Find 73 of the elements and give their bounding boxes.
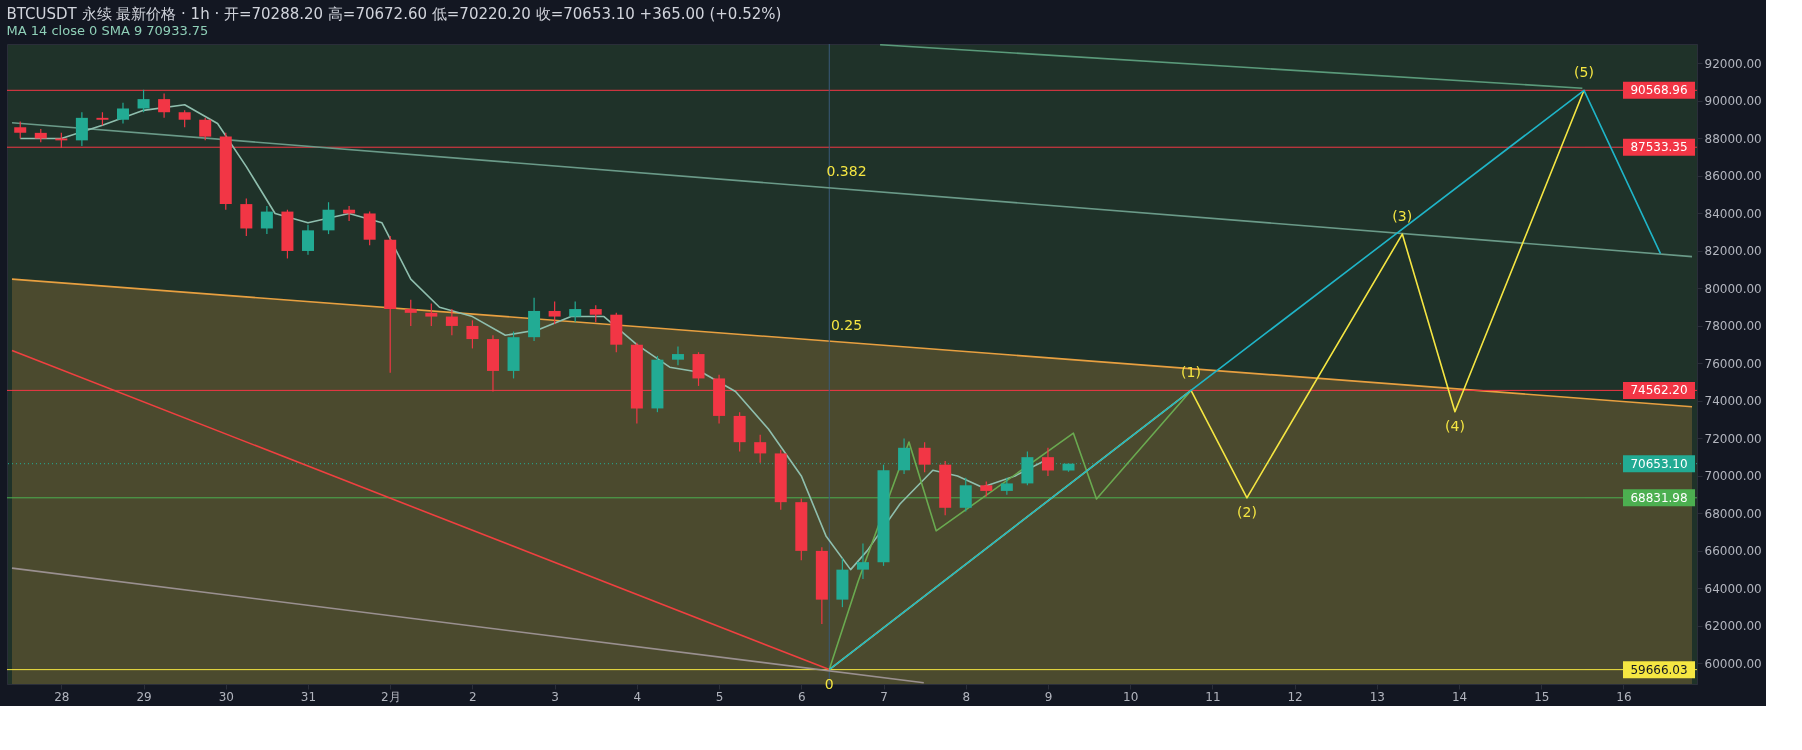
x-tick-label: 4 — [633, 689, 642, 704]
y-tick-label: 72000.00 — [1704, 431, 1762, 446]
x-tick-label: 12 — [1287, 689, 1303, 704]
x-tick-label: 3 — [551, 689, 559, 704]
y-tick-label: 84000.00 — [1704, 206, 1762, 221]
ref-line-label: 70653.10 — [1630, 456, 1688, 471]
x-tick-label: 7 — [880, 689, 888, 704]
candlestick — [671, 345, 684, 366]
x-tick-label: 2 — [469, 689, 477, 704]
chart-title: BTCUSDT 永续 最新价格 · 1h · 开=70288.20 高=70672.60 低=70220.20 收=70653.10 +365.00 (+0.52%) — [6, 4, 782, 23]
x-tick-label: 5 — [715, 689, 724, 704]
x-tick-label: 28 — [54, 689, 70, 704]
annotation: 0 — [824, 675, 834, 692]
x-tick-label: 30 — [218, 689, 234, 704]
annotation: (4) — [1445, 417, 1465, 434]
annotation: (3) — [1392, 208, 1413, 225]
candlestick — [322, 201, 335, 235]
candlestick — [301, 224, 314, 256]
x-tick-label: 31 — [300, 689, 317, 704]
y-tick-label: 92000.00 — [1704, 57, 1762, 71]
candlestick — [466, 319, 479, 350]
candlestick — [137, 89, 150, 113]
ref-line-label: 59666.03 — [1630, 662, 1688, 677]
candlestick — [199, 117, 212, 141]
x-tick-label: 10 — [1123, 689, 1139, 704]
candlestick — [1041, 447, 1054, 477]
x-tick-label: 15 — [1534, 689, 1550, 704]
candlestick — [569, 300, 582, 323]
candlestick — [918, 441, 931, 473]
candlestick — [959, 477, 972, 513]
y-tick-label: 68000.00 — [1704, 506, 1762, 521]
y-tick-label: 76000.00 — [1704, 356, 1762, 371]
annotation: 0.25 — [830, 316, 863, 333]
annotation: (5) — [1574, 64, 1594, 81]
y-tick-label: 88000.00 — [1704, 131, 1762, 146]
x-tick-label: 29 — [136, 689, 152, 704]
x-tick-label: 16 — [1616, 689, 1632, 704]
candlestick — [75, 111, 88, 147]
annotation: (2) — [1237, 503, 1257, 520]
ref-line-label: 87533.35 — [1630, 140, 1688, 155]
x-tick-label: 11 — [1205, 689, 1221, 704]
x-tick-label: 2月 — [380, 689, 401, 704]
candlestick — [117, 102, 129, 125]
candlestick — [158, 92, 171, 119]
y-tick-label: 74000.00 — [1704, 394, 1762, 409]
y-tick-label: 62000.00 — [1704, 619, 1762, 634]
x-tick-label: 8 — [962, 689, 971, 704]
candlestick — [548, 300, 561, 325]
y-tick-label: 80000.00 — [1704, 281, 1762, 296]
chart-subtitle: MA 14 close 0 SMA 9 70933.75 — [6, 22, 209, 38]
y-tick-label: 70000.00 — [1704, 469, 1762, 484]
y-tick-label: 64000.00 — [1704, 581, 1762, 596]
ref-line-label: 74562.20 — [1630, 383, 1688, 398]
ref-line-label: 68831.98 — [1630, 490, 1688, 505]
y-tick-label: 90000.00 — [1704, 94, 1762, 109]
candlestick — [425, 302, 438, 327]
candlestick — [754, 434, 767, 464]
x-tick-label: 14 — [1451, 689, 1468, 704]
x-tick-label: 13 — [1369, 689, 1385, 704]
y-tick-label: 66000.00 — [1704, 544, 1762, 559]
annotation: (1) — [1181, 364, 1201, 381]
candlestick — [856, 542, 869, 580]
candlestick — [404, 299, 417, 327]
y-tick-label: 78000.00 — [1704, 319, 1762, 334]
y-tick-label: 82000.00 — [1704, 244, 1762, 259]
ref-line-label: 90568.96 — [1630, 83, 1688, 98]
x-tick-label: 6 — [797, 689, 806, 704]
annotation: 0.382 — [826, 163, 867, 180]
x-tick-label: 9 — [1044, 689, 1053, 704]
y-tick-label: 86000.00 — [1704, 169, 1762, 184]
candlestick — [445, 308, 458, 336]
candlestick — [260, 205, 273, 235]
y-tick-label: 60000.00 — [1704, 656, 1762, 671]
